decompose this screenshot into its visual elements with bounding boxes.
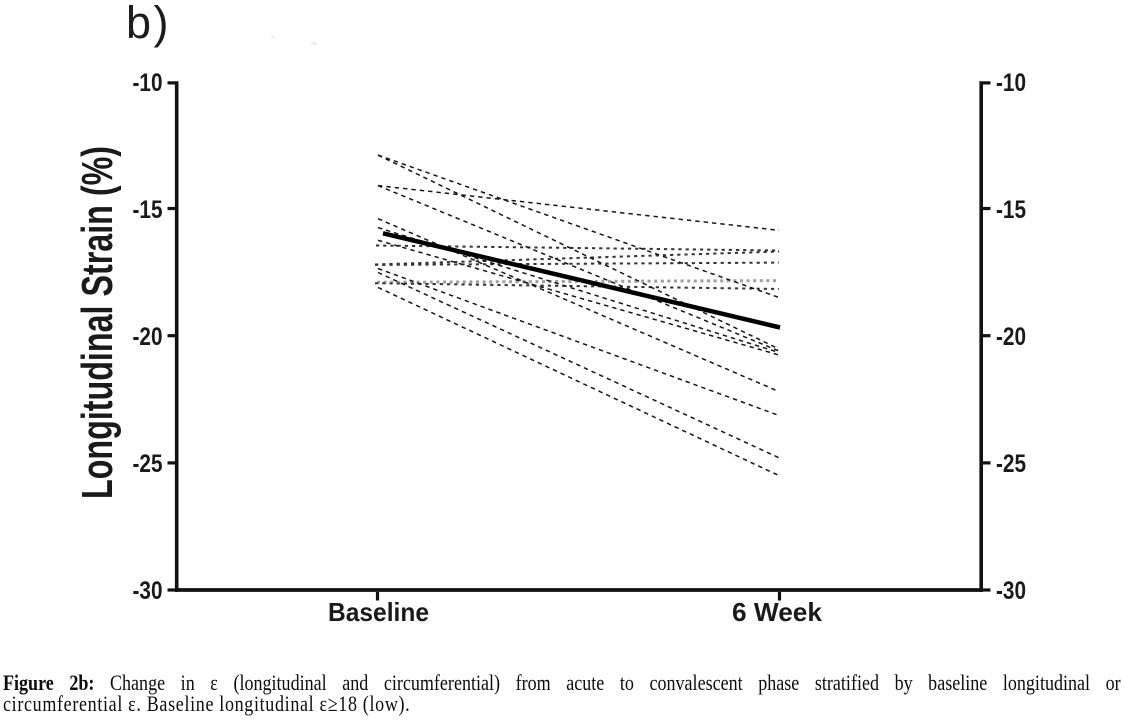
svg-text:-20: -20 xyxy=(133,323,163,351)
svg-text:Longitudinal Strain (%): Longitudinal Strain (%) xyxy=(73,146,122,499)
svg-text:6 Week: 6 Week xyxy=(732,597,823,627)
svg-text:-15: -15 xyxy=(133,196,163,224)
svg-text:-30: -30 xyxy=(133,577,163,605)
svg-text:-25: -25 xyxy=(996,450,1026,478)
svg-text:-10: -10 xyxy=(996,69,1026,97)
svg-text:-20: -20 xyxy=(996,323,1026,351)
svg-text:Baseline: Baseline xyxy=(328,597,429,627)
svg-text:-30: -30 xyxy=(996,577,1026,605)
svg-text:-15: -15 xyxy=(996,196,1026,224)
svg-text:-25: -25 xyxy=(133,450,163,478)
svg-text:-10: -10 xyxy=(133,69,163,97)
